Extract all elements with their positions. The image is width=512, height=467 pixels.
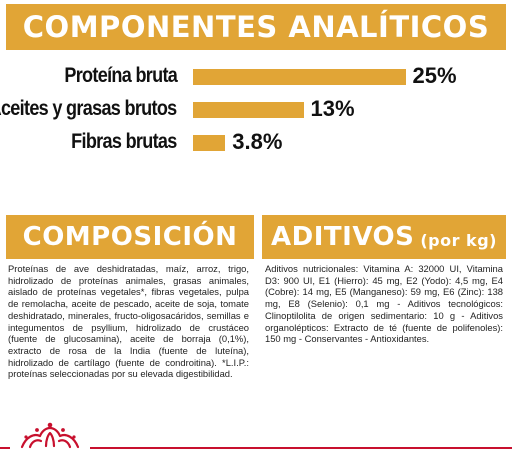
analytics-label: Aceites y grasas brutos [0, 94, 177, 124]
royal-canin-crown-icon [10, 420, 90, 450]
analytics-title: COMPONENTES ANALÍTICOS [23, 10, 489, 44]
composition-title-banner: COMPOSICIÓN [6, 215, 254, 259]
analytics-bar [193, 135, 225, 151]
analytics-row-fat: Aceites y grasas brutos 13% [0, 94, 512, 124]
additives-unit: (por kg) [420, 231, 497, 250]
analytics-label: Proteína bruta [64, 61, 177, 91]
additives-title: ADITIVOS [271, 222, 414, 252]
composition-title: COMPOSICIÓN [23, 222, 238, 252]
analytics-row-protein: Proteína bruta 25% [0, 61, 512, 91]
analytics-value: 25% [413, 61, 457, 91]
analytics-bar [193, 69, 406, 85]
analytics-row-fiber: Fibras brutas 3.8% [0, 127, 512, 157]
analytics-label: Fibras brutas [72, 127, 177, 157]
additives-title-banner: ADITIVOS (por kg) [262, 215, 506, 259]
analytics-bar [193, 102, 304, 118]
analytics-title-banner: COMPONENTES ANALÍTICOS [6, 4, 506, 50]
analytics-value: 3.8% [232, 127, 282, 157]
additives-text: Aditivos nutricionales: Vitamina A: 3200… [265, 263, 503, 345]
analytics-value: 13% [311, 94, 355, 124]
composition-text: Proteínas de ave deshidratadas, maíz, ar… [8, 263, 249, 380]
